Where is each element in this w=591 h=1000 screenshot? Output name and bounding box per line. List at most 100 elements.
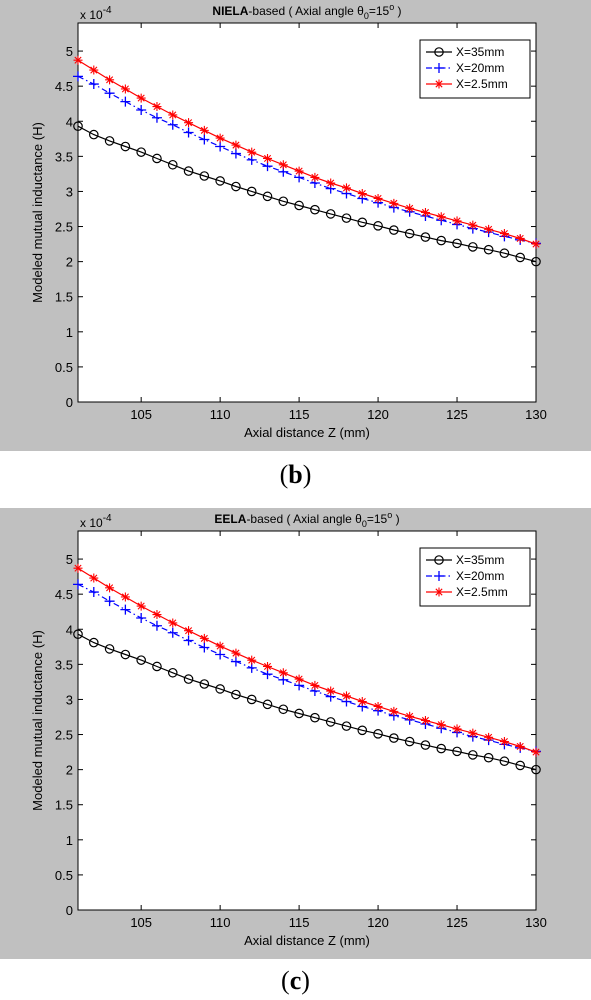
data-point (215, 649, 226, 660)
x-axis-label: Axial distance Z (mm) (244, 425, 370, 440)
data-point (294, 166, 304, 176)
data-point (434, 79, 444, 89)
data-point (531, 256, 541, 267)
data-point (326, 686, 336, 696)
data-point (120, 604, 131, 615)
data-point (136, 613, 147, 624)
data-point (120, 96, 131, 107)
y-tick-label: 1.5 (55, 290, 73, 305)
data-point (405, 711, 415, 721)
data-point (278, 196, 289, 207)
data-point (199, 642, 210, 653)
x-tick-label: 110 (210, 407, 231, 422)
data-point (434, 555, 444, 565)
x-tick-label: 125 (446, 915, 468, 930)
data-point (436, 743, 447, 754)
data-point (183, 635, 194, 646)
x-tick-label: 120 (367, 407, 389, 422)
data-point (231, 140, 241, 150)
chart-panel-c: 105 110 115 120 125 130 0 0.5 1 1.5 2 2.5 3 3.5 4 4.5 5 x… (0, 508, 591, 959)
data-point (434, 587, 444, 597)
data-point (247, 147, 257, 157)
data-point (434, 47, 444, 57)
data-point (434, 63, 444, 73)
data-point (104, 136, 115, 146)
data-point (499, 737, 509, 747)
data-point (215, 641, 225, 651)
series-line (77, 633, 537, 771)
data-point (294, 674, 304, 684)
data-point (436, 235, 447, 246)
data-point (73, 121, 83, 131)
legend-label: X=20mm (456, 569, 504, 583)
data-point (310, 712, 320, 723)
data-point (246, 186, 257, 197)
data-point (104, 596, 115, 607)
data-point (483, 244, 494, 255)
data-point (468, 728, 478, 738)
caption-paren-open: ( (281, 966, 290, 995)
y-tick-label: 2 (66, 255, 73, 270)
chart-svg-c: 105 110 115 120 125 130 0 0.5 1 1.5 2 2.5 3 3.5 4 4.5 5 x… (30, 510, 547, 948)
y-tick-label: 0.5 (55, 360, 73, 375)
x-tick-label: 115 (289, 407, 310, 422)
legend-label: X=20mm (456, 61, 504, 75)
legend-box (419, 547, 531, 607)
data-point (183, 674, 194, 684)
data-point (167, 119, 178, 130)
y-tick-label: 3.5 (55, 657, 73, 672)
data-point (452, 238, 462, 249)
data-point (405, 203, 415, 213)
series-line (77, 125, 537, 263)
chart-title: NIELA-based ( Axial angle θ0=15o ) (212, 2, 401, 21)
data-point (341, 183, 351, 193)
y-tick-label: 3 (66, 692, 73, 707)
data-point (167, 667, 178, 678)
y-tick-label: 0.5 (55, 868, 73, 883)
data-point (357, 217, 368, 228)
x-tick-label: 115 (289, 915, 310, 930)
caption-letter: b (288, 460, 303, 489)
data-point (215, 141, 226, 152)
x-tick-label: 125 (446, 407, 468, 422)
data-point (262, 699, 273, 710)
series-1 (73, 121, 541, 267)
data-point (452, 724, 462, 734)
data-point (468, 750, 478, 760)
data-point (436, 212, 446, 222)
data-point (310, 680, 320, 690)
data-point (230, 656, 241, 667)
data-point (515, 760, 526, 771)
series-3 (73, 563, 541, 757)
legend-label: X=2.5mm (456, 77, 508, 91)
data-point (136, 147, 146, 157)
data-point (73, 629, 83, 639)
data-point (420, 208, 430, 217)
y-tick-label: 2.5 (55, 220, 73, 235)
series-line (77, 567, 537, 753)
data-point (515, 741, 525, 751)
legend-label: X=35mm (456, 45, 504, 59)
data-point (531, 747, 541, 757)
legend-box (419, 39, 531, 99)
data-point (104, 644, 115, 654)
data-point (325, 209, 336, 219)
y-tick-label: 2 (66, 763, 73, 778)
data-point (452, 216, 462, 226)
series-line (77, 59, 537, 245)
data-point (278, 160, 288, 170)
data-point (515, 252, 526, 263)
y-tick-label: 2.5 (55, 728, 73, 743)
data-point (105, 583, 115, 593)
data-point (310, 204, 320, 215)
data-point (294, 200, 304, 211)
legend-label: X=35mm (456, 553, 504, 567)
data-point (73, 579, 83, 590)
data-point (231, 689, 241, 700)
y-exponent-label: x 10-4 (80, 5, 112, 22)
data-point (452, 746, 462, 757)
data-point (168, 110, 178, 120)
data-point (88, 129, 99, 140)
data-point (136, 655, 146, 665)
data-point (389, 733, 399, 743)
